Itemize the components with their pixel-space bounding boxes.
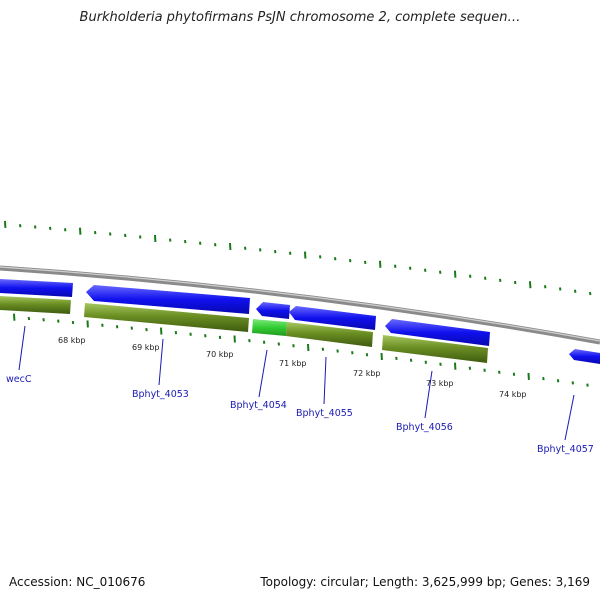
kbp-tick-label: 70 kbp [206,350,234,359]
cds-bar-wecC[interactable] [0,296,71,314]
gene-arrow-bphyt-4053[interactable] [86,285,250,314]
gene-label-bphyt-4056[interactable]: Bphyt_4056 [396,422,453,433]
gene-arrow-bphyt-4055[interactable] [289,306,376,330]
cds-bar-bphyt-4056[interactable] [382,335,488,363]
leader-line-bphyt-4055 [323,356,327,405]
gene-label-bphyt-4053[interactable]: Bphyt_4053 [132,389,189,400]
cds-bar-bphyt-4053[interactable] [84,303,249,332]
leader-line-bphyt-4056 [424,370,433,419]
gene-label-bphyt-4054[interactable]: Bphyt_4054 [230,400,287,411]
gene-arrow-wecC[interactable] [0,279,73,297]
kbp-tick-label: 71 kbp [279,359,307,368]
kbp-tick-label: 69 kbp [132,343,160,352]
kbp-tick-label: 72 kbp [353,369,381,378]
inner-tick-row [13,313,589,387]
gene-arrow-bphyt-4056[interactable] [385,319,490,346]
genome-summary-label: Topology: circular; Length: 3,625,999 bp… [260,575,590,589]
leader-line-bphyt-4057 [564,394,575,441]
gene-arrow-bphyt-4054[interactable] [256,302,290,319]
leader-line-bphyt-4053 [158,338,164,386]
outer-tick-row [4,220,592,296]
gene-track [0,279,600,364]
cds-bar-bphyt-4055[interactable] [286,322,373,347]
gene-label-wecC[interactable]: wecC [6,374,32,385]
kbp-tick-label: 73 kbp [426,379,454,388]
leader-line-bphyt-4054 [258,349,268,398]
map-title: Burkholderia phytofirmans PsJN chromosom… [79,10,521,25]
accession-label: Accession: NC_010676 [9,575,146,589]
kbp-tick-label: 74 kbp [499,390,527,399]
gene-label-bphyt-4055[interactable]: Bphyt_4055 [296,408,353,419]
backbone-highlight [0,266,600,342]
backbone-line [0,265,600,345]
gene-label-bphyt-4057[interactable]: Bphyt_4057 [537,444,594,455]
kbp-scale: 68 kbp 69 kbp 70 kbp 71 kbp 72 kbp 73 kb… [58,336,527,399]
cds-bar-bphyt-4054-highlight[interactable] [252,319,287,336]
cds-track [0,296,488,363]
kbp-tick-label: 68 kbp [58,336,86,345]
gene-leader-lines [18,325,575,441]
gene-labels: wecC Bphyt_4053 Bphyt_4054 Bphyt_4055 Bp… [6,374,594,455]
leader-line-wecC [18,325,26,371]
gene-arrow-bphyt-4057[interactable] [569,349,600,364]
